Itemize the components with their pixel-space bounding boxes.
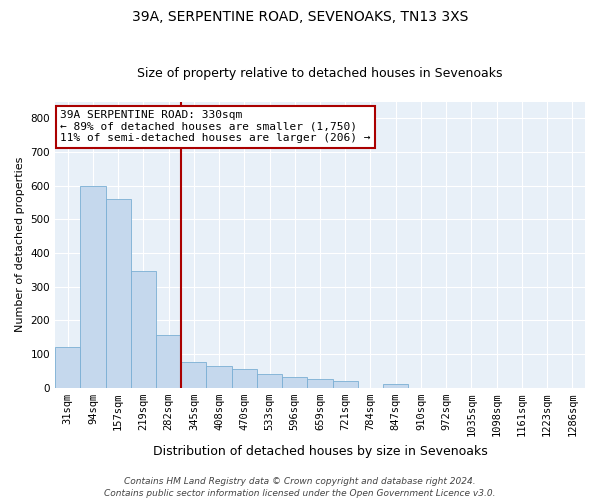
Bar bbox=[206, 366, 232, 388]
Bar bbox=[106, 199, 131, 388]
Title: Size of property relative to detached houses in Sevenoaks: Size of property relative to detached ho… bbox=[137, 66, 503, 80]
Bar bbox=[80, 186, 106, 388]
Y-axis label: Number of detached properties: Number of detached properties bbox=[15, 157, 25, 332]
Bar bbox=[282, 378, 307, 388]
Bar bbox=[332, 381, 358, 388]
Bar bbox=[181, 362, 206, 388]
Bar bbox=[55, 347, 80, 388]
Bar bbox=[307, 379, 332, 388]
Bar bbox=[383, 384, 409, 388]
X-axis label: Distribution of detached houses by size in Sevenoaks: Distribution of detached houses by size … bbox=[152, 444, 487, 458]
Text: Contains HM Land Registry data © Crown copyright and database right 2024.
Contai: Contains HM Land Registry data © Crown c… bbox=[104, 476, 496, 498]
Text: 39A SERPENTINE ROAD: 330sqm
← 89% of detached houses are smaller (1,750)
11% of : 39A SERPENTINE ROAD: 330sqm ← 89% of det… bbox=[61, 110, 371, 144]
Bar bbox=[232, 369, 257, 388]
Bar bbox=[131, 272, 156, 388]
Text: 39A, SERPENTINE ROAD, SEVENOAKS, TN13 3XS: 39A, SERPENTINE ROAD, SEVENOAKS, TN13 3X… bbox=[132, 10, 468, 24]
Bar bbox=[156, 336, 181, 388]
Bar bbox=[257, 374, 282, 388]
